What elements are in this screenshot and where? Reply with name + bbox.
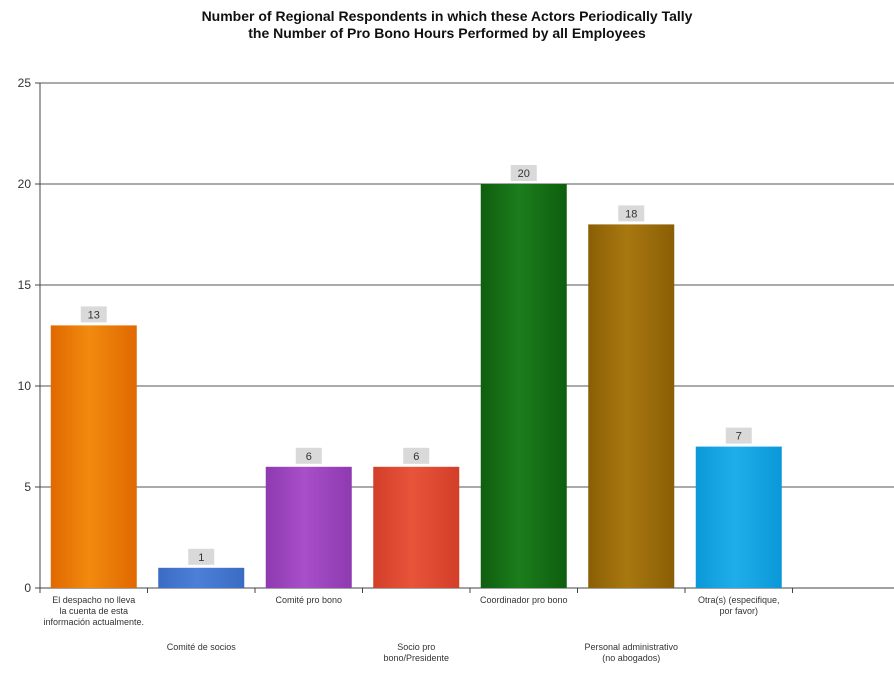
data-label: 1 (198, 552, 204, 564)
data-label-box (403, 447, 430, 464)
data-label: 18 (625, 208, 637, 220)
x-category-label: Otra(s) (especifique, (698, 595, 780, 605)
x-category-label: Comité pro bono (275, 595, 342, 605)
y-tick-label: 5 (24, 480, 31, 494)
chart-title-line-2: the Number of Pro Bono Hours Performed b… (248, 25, 646, 41)
bar (265, 466, 352, 588)
data-label-box (80, 306, 107, 323)
x-category-label: por favor) (719, 606, 758, 616)
data-label: 6 (413, 451, 419, 463)
bar (373, 466, 460, 588)
bar (50, 325, 137, 588)
bar (158, 567, 245, 588)
bar (588, 224, 675, 588)
data-label: 20 (518, 168, 530, 180)
x-category-label: El despacho no lleva (52, 595, 135, 605)
chart-title-line-1: Number of Regional Respondents in which … (201, 8, 693, 24)
chart-title: Number of Regional Respondents in which … (0, 8, 894, 42)
x-category-label: la cuenta de esta (59, 606, 128, 616)
x-category-label: información actualmente. (43, 617, 144, 627)
data-label-box (618, 205, 645, 222)
data-label-box (188, 548, 215, 565)
x-category-label: Socio pro (397, 642, 435, 652)
x-category-label: Comité de socios (167, 642, 237, 652)
y-tick-label: 0 (24, 581, 31, 595)
bar-layer (50, 184, 782, 588)
data-label-box (725, 427, 752, 444)
y-tick-label: 10 (18, 379, 32, 393)
x-category-label: Personal administrativo (584, 642, 678, 652)
data-label: 7 (736, 431, 742, 443)
bar (695, 446, 782, 588)
x-category-label: Coordinador pro bono (480, 595, 568, 605)
x-category-label: bono/Presidente (383, 653, 449, 663)
y-tick-label: 20 (18, 177, 32, 191)
y-tick-label: 15 (18, 278, 32, 292)
bar (480, 184, 567, 588)
data-label: 6 (306, 451, 312, 463)
axis-layer: 0 5 10 15 20 25 (18, 76, 793, 595)
data-label-box (510, 165, 537, 181)
data-label-box (295, 447, 322, 464)
y-tick-label: 25 (18, 76, 32, 90)
data-label: 13 (88, 309, 100, 321)
x-category-label: (no abogados) (602, 653, 660, 663)
